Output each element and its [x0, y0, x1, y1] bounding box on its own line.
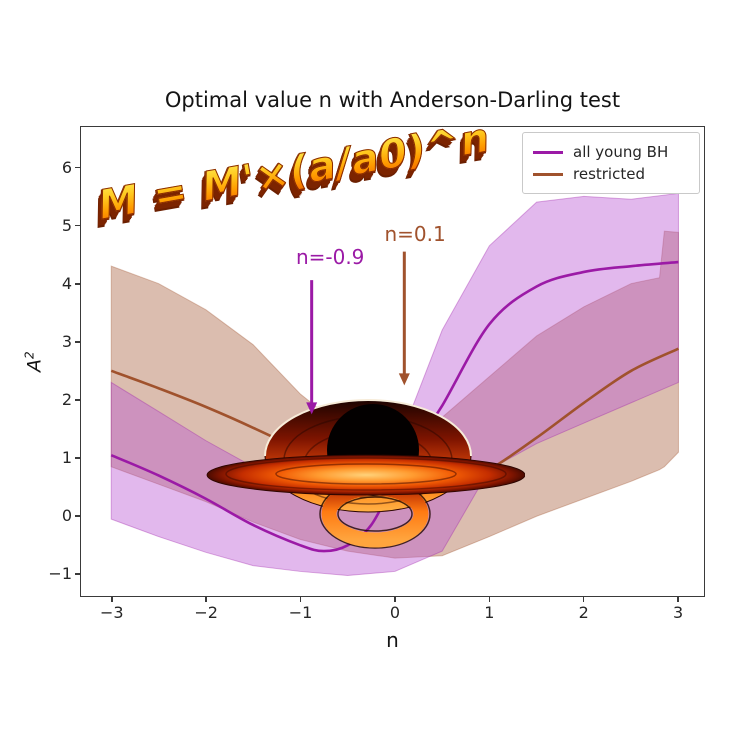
- y-tick-label: 3: [61, 331, 72, 351]
- chart-title: Optimal value n with Anderson-Darling te…: [164, 88, 621, 112]
- x-tick-mark: [488, 596, 491, 602]
- x-tick-mark: [299, 596, 302, 602]
- x-tick-mark: [205, 596, 207, 602]
- bh-photon-arc: [264, 399, 472, 457]
- x-tick-mark: [677, 596, 679, 602]
- legend-line-swatch-purple: [533, 150, 563, 154]
- x-tick-label: −1: [288, 603, 313, 622]
- y-tick-label: 0: [61, 506, 72, 526]
- bh-disk-swirl-line: [225, 457, 507, 491]
- y-tick-mark: [75, 515, 80, 517]
- black-hole-image: [206, 399, 525, 549]
- y-tick-mark: [75, 457, 80, 459]
- y-tick-label: 4: [61, 273, 72, 293]
- y-tick-mark: [75, 341, 80, 343]
- legend-line-swatch-brown: [533, 172, 563, 176]
- x-tick-label: 1: [484, 603, 495, 622]
- x-tick-label: −2: [194, 603, 218, 622]
- y-tick-mark: [75, 166, 80, 169]
- y-tick-label: 6: [61, 157, 72, 177]
- bh-front-disk: [206, 454, 525, 496]
- annotation-label: n=-0.9: [295, 245, 365, 270]
- annotation-label: n=0.1: [384, 221, 446, 246]
- x-tick-label: 3: [673, 603, 684, 622]
- y-axis-label-base: A: [23, 358, 46, 372]
- y-tick-mark: [75, 283, 80, 285]
- x-tick-mark: [582, 596, 585, 602]
- plot-area: M = M'×(a/a0)^n all young BH restricted …: [80, 126, 705, 597]
- x-axis-label: n: [386, 628, 399, 652]
- bh-lower-ring-inner-outline: [337, 496, 413, 532]
- x-tick-label: 0: [389, 603, 401, 622]
- x-tick-mark: [111, 596, 113, 602]
- legend-label: restricted: [573, 165, 645, 183]
- x-tick-mark: [394, 596, 396, 602]
- bh-disk-swirl-line: [275, 463, 457, 485]
- legend-item-restricted: restricted: [533, 163, 689, 185]
- x-tick-label: −3: [100, 603, 124, 622]
- y-tick-label: 2: [61, 389, 72, 409]
- y-tick-mark: [75, 399, 80, 401]
- y-tick-mark: [75, 224, 80, 227]
- y-tick-label: −1: [48, 564, 72, 584]
- y-tick-label: 5: [61, 215, 72, 235]
- legend-label: all young BH: [573, 143, 669, 161]
- y-tick-mark: [75, 573, 80, 575]
- x-tick-label: 2: [578, 603, 589, 622]
- legend-item-all-young-bh: all young BH: [533, 141, 689, 163]
- y-tick-label: 1: [61, 447, 72, 467]
- legend: all young BH restricted: [522, 132, 700, 194]
